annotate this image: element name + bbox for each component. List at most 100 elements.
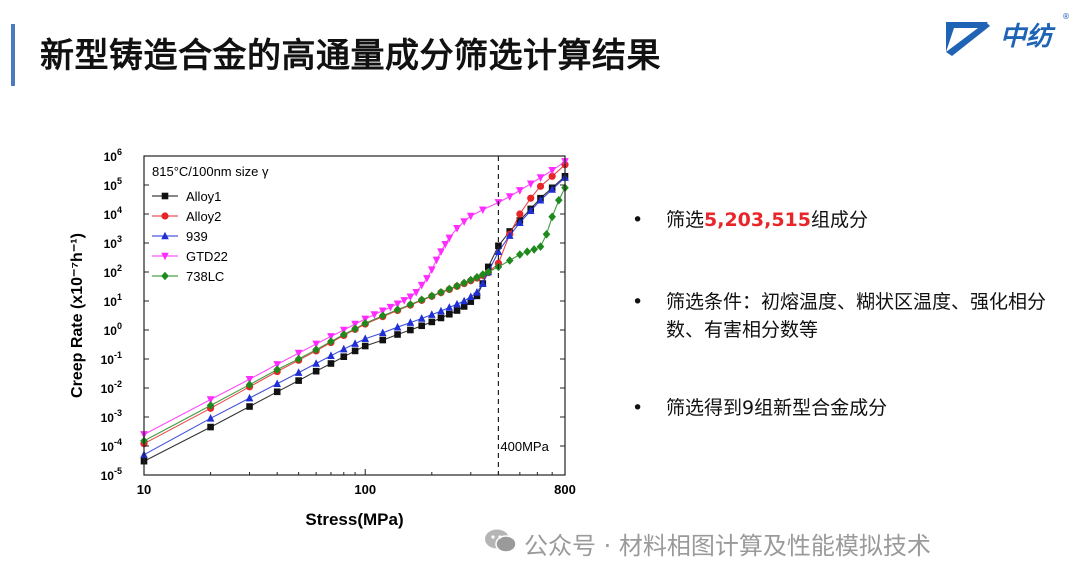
y-tick-label: 105 <box>104 176 122 193</box>
data-point <box>206 401 215 410</box>
data-point <box>394 331 401 338</box>
data-point <box>361 319 370 328</box>
registered-mark: ® <box>1062 12 1070 21</box>
data-point <box>245 393 254 402</box>
data-point <box>473 287 481 296</box>
data-point <box>484 263 492 271</box>
data-point <box>505 231 514 239</box>
data-point <box>206 396 215 404</box>
x-tick-label: 800 <box>554 482 576 497</box>
data-point <box>379 336 387 344</box>
bullet-item-criteria: • 筛选条件：初熔温度、糊状区温度、强化相分数、有害相分数等 <box>632 288 1066 344</box>
y-tick-label: 104 <box>104 205 122 222</box>
data-point <box>428 291 436 301</box>
bullet-text: 筛选得到9组新型合金成分 <box>666 397 888 419</box>
legend-entry: Alloy2 <box>186 209 221 224</box>
data-point <box>207 423 214 431</box>
data-point <box>530 245 538 254</box>
data-point <box>437 248 445 257</box>
data-point <box>423 275 431 283</box>
legend-marker <box>161 212 169 220</box>
data-point <box>466 292 475 301</box>
data-point <box>406 318 415 326</box>
x-tick-label: 10 <box>137 482 151 497</box>
bullet-marker: • <box>632 209 644 231</box>
bullet-item-screened-count: • 筛选5,203,515组成分 <box>632 206 1066 234</box>
company-logo-icon <box>946 22 990 56</box>
data-point <box>466 212 475 221</box>
title-accent-bar <box>11 24 15 86</box>
series-gtd22 <box>140 158 569 439</box>
data-point <box>453 225 461 233</box>
data-point <box>246 403 253 410</box>
data-point <box>473 272 481 282</box>
data-point <box>432 256 441 265</box>
data-point <box>273 361 281 369</box>
data-point <box>294 368 303 376</box>
data-point <box>393 300 402 309</box>
data-point <box>466 275 475 285</box>
bullet-text: 筛选条件：初熔温度、糊状区温度、强化相分数、有害相分数等 <box>666 291 1047 341</box>
data-point <box>548 172 556 180</box>
data-point <box>445 303 454 311</box>
company-logo-text: 中纺 <box>1000 22 1053 52</box>
wechat-icon <box>485 529 517 553</box>
data-point <box>361 342 369 350</box>
bullet-prefix: 筛选 <box>666 209 705 231</box>
data-point <box>542 229 551 239</box>
data-point <box>417 295 426 305</box>
data-point <box>370 311 379 319</box>
screened-count-value: 5,203,515 <box>704 209 811 231</box>
data-point <box>245 375 254 384</box>
data-point <box>478 279 487 287</box>
data-point <box>478 206 487 215</box>
data-point <box>412 288 420 297</box>
data-point <box>505 256 514 265</box>
data-point <box>527 194 535 202</box>
y-tick-label: 10-5 <box>101 466 122 483</box>
data-point <box>417 281 426 290</box>
x-tick-label: 100 <box>354 482 376 497</box>
data-point <box>327 351 335 359</box>
data-point <box>516 250 524 259</box>
data-point <box>295 377 302 384</box>
data-point <box>273 365 281 374</box>
legend-entry: GTD22 <box>186 249 228 264</box>
data-point <box>495 242 502 250</box>
data-point <box>327 333 335 341</box>
data-point <box>536 242 545 251</box>
data-point <box>361 334 370 343</box>
data-point <box>548 212 556 222</box>
data-point <box>460 218 468 226</box>
data-point <box>536 182 545 190</box>
data-point <box>478 270 487 279</box>
y-tick-label: 10-2 <box>101 379 122 396</box>
bullet-suffix: 组成分 <box>811 209 869 231</box>
data-point <box>536 195 545 204</box>
data-point <box>516 210 524 218</box>
y-tick-label: 103 <box>104 234 122 251</box>
data-point <box>523 247 532 257</box>
data-point <box>406 300 415 309</box>
data-point <box>446 310 453 318</box>
data-point <box>312 367 320 375</box>
bullet-marker: • <box>632 397 644 419</box>
data-point <box>494 247 503 256</box>
data-point <box>460 278 468 288</box>
series-738lc <box>140 183 569 446</box>
creep-rate-chart: 10-5 10-4 10-3 10-2 10-1 100 101 102 103 104 105 10… <box>69 147 576 529</box>
data-point <box>484 267 493 277</box>
legend-entry: 939 <box>186 229 208 244</box>
watermark-text: 公众号 · 材料相图计算及性能模拟技术 <box>524 532 931 560</box>
data-point <box>245 380 254 389</box>
y-tick-label: 100 <box>104 321 122 338</box>
data-point <box>406 293 415 302</box>
data-point <box>428 310 436 318</box>
data-point <box>437 306 445 315</box>
series-line <box>143 187 566 442</box>
data-point <box>467 298 475 305</box>
x-axis-label: Stress(MPa) <box>305 510 403 529</box>
data-point <box>351 347 359 355</box>
data-point <box>445 234 454 243</box>
reference-line-label: 400MPa <box>500 439 549 454</box>
